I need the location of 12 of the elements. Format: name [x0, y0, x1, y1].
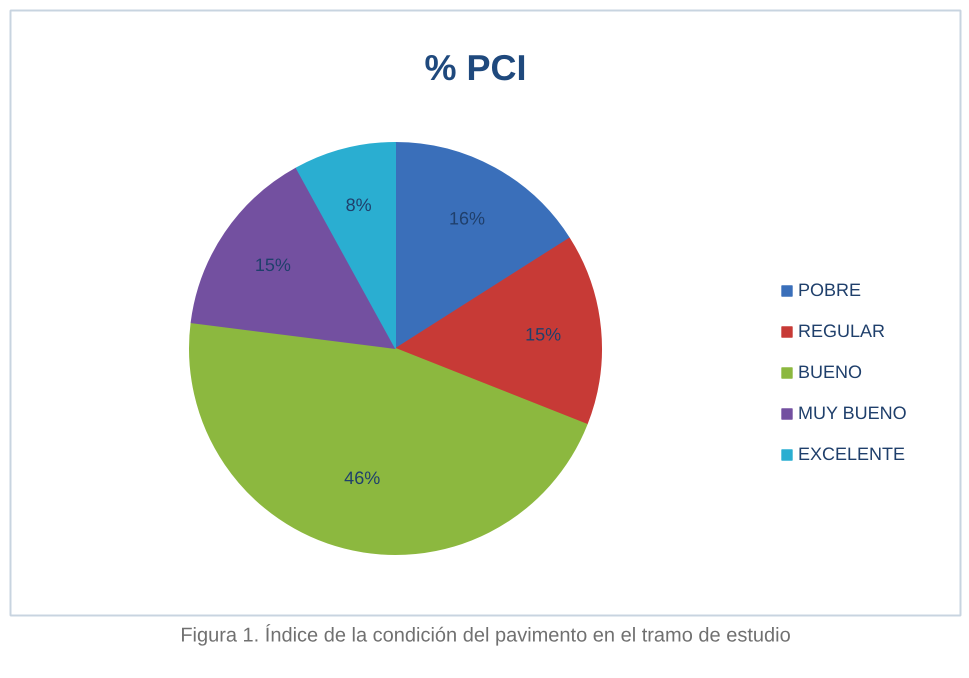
data-label: 15%	[525, 324, 562, 345]
data-label: 16%	[448, 208, 485, 229]
data-label: 8%	[346, 194, 372, 215]
data-label: 46%	[344, 468, 380, 488]
chart-title: % PCI	[424, 47, 527, 88]
data-label: 15%	[254, 255, 291, 276]
legend-label: EXCELENTE	[798, 444, 906, 465]
legend-label: POBRE	[798, 280, 862, 301]
text: Figura 1. Índice de la condición del pavimento en el tramo de estudio	[180, 624, 791, 646]
legend-label: BUENO	[798, 362, 862, 383]
legend-label: REGULAR	[798, 321, 886, 342]
legend-label: MUY BUENO	[798, 403, 907, 424]
